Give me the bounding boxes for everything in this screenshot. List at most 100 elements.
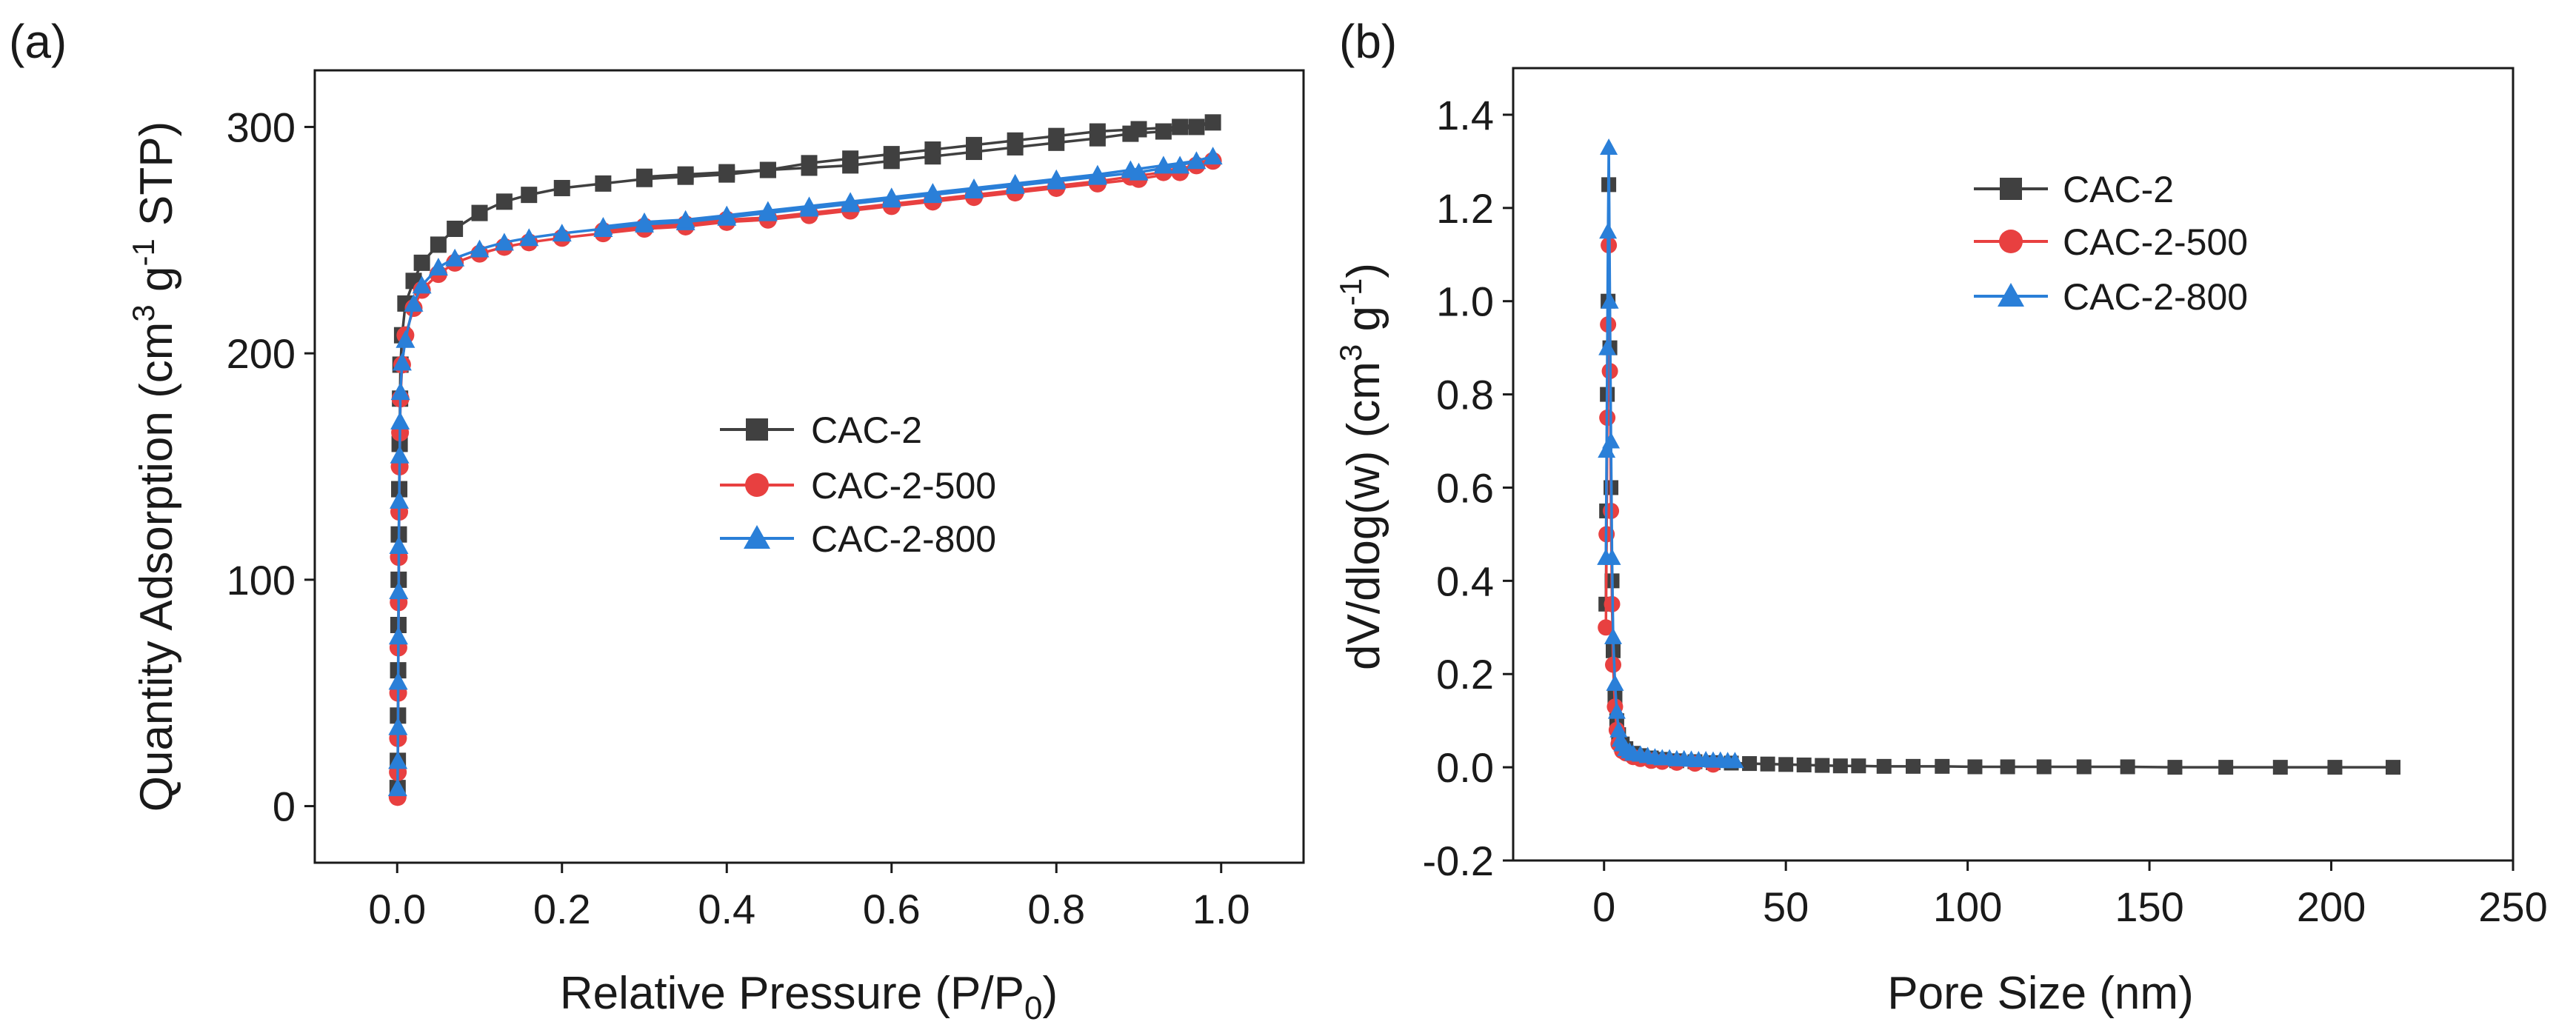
y-tick-label: 0.2 [1436,651,1494,698]
x-tick-label: 0.8 [1027,886,1085,932]
data-point-cac-2 [2218,760,2234,775]
data-point-cac-2 [430,236,447,253]
data-point-cac-2 [1760,756,1775,772]
x-axis-title-b: Pore Size (nm) [1887,968,2193,1019]
series-cac-2 [1598,177,2400,775]
data-point-cac-2-800 [388,626,408,645]
x-tick-label: 0.0 [368,886,426,932]
data-point-cac-2 [495,193,513,210]
data-point-cac-2-800 [494,233,514,251]
panel-label-b: (b) [1339,15,1397,68]
data-point-cac-2-800 [1726,752,1744,769]
y-tick-label: -0.2 [1423,838,1495,884]
data-point-cac-2-800 [1606,674,1624,691]
legend-entry-cac-2-a: CAC-2 [720,410,922,451]
data-point-cac-2-800 [635,212,654,230]
x-tick-label: 50 [1763,883,1809,930]
data-point-cac-2 [1122,125,1139,142]
data-point-cac-2-800 [675,210,695,228]
data-point-cac-2-800 [1607,702,1626,719]
data-point-cac-2 [447,221,464,237]
data-point-cac-2 [883,153,900,170]
data-point-cac-2 [595,175,612,192]
legend-a: CAC-2 CAC-2-500 CAC-2-800 [720,410,996,560]
data-point-cac-2 [1089,130,1106,147]
x-tick-label: 150 [2115,883,2183,930]
data-point-cac-2-800 [389,536,409,554]
data-point-cac-2-800 [396,330,416,348]
data-point-cac-2 [842,157,859,174]
data-point-cac-2 [1876,758,1892,774]
data-point-cac-2-800 [1604,627,1622,644]
x-ticks-a: 0.0 0.2 0.4 0.6 0.8 1.0 [368,863,1250,932]
data-point-cac-2 [1188,118,1205,136]
data-point-cac-2-800 [1187,151,1207,170]
data-point-cac-2-800 [799,196,819,215]
legend-entry-cac-2-500-b: CAC-2-500 [1974,221,2248,263]
legend-square-marker-b [2000,178,2022,200]
legend-circle-marker-b [1999,230,2023,253]
data-point-cac-2 [636,168,653,185]
series-line-cac-2-500 [1604,244,1714,766]
data-point-cac-2-800 [717,205,737,224]
x-ticks-b: 0 50 100 150 200 250 [1592,860,2548,930]
data-point-cac-2 [2327,760,2343,775]
data-point-cac-2 [521,187,538,204]
data-point-cac-2-800 [1609,721,1628,738]
data-point-cac-2-800 [390,490,410,509]
legend-entry-cac-2-800-b: CAC-2-800 [1974,276,2248,318]
y-tick-label: 300 [227,104,296,150]
data-point-cac-2 [1048,134,1065,151]
y-tick-label: 1.0 [1436,278,1494,325]
series-layer-b [1597,138,2400,775]
series-line-cac-2 [1604,183,2393,769]
legend-entry-cac-2-b: CAC-2 [1974,169,2174,210]
legend-triangle-marker-b [1998,283,2024,307]
y-tick-label: 200 [227,330,296,377]
data-point-cac-2 [966,144,982,161]
data-point-cac-2-800 [387,778,407,797]
data-point-cac-2 [2167,760,2183,775]
data-point-cac-2-800 [1599,222,1618,239]
y-tick-label: 100 [227,557,296,604]
y-ticks-a: 0 100 200 300 [227,104,315,830]
legend-circle-marker-a [745,473,769,497]
data-point-cac-2 [801,159,818,176]
data-point-cac-2-800 [1602,432,1621,449]
x-tick-label: 250 [2478,883,2547,930]
data-point-cac-2-800 [1087,164,1107,183]
data-point-cac-2 [759,161,776,178]
legend-label-cac-2-500-b: CAC-2-500 [2063,221,2248,263]
data-point-cac-2-800 [1598,338,1617,355]
data-point-cac-2-800 [1153,156,1173,174]
y-tick-label: 1.4 [1436,92,1494,138]
data-point-cac-2 [1007,138,1024,156]
legend-entry-cac-2-800-a: CAC-2-800 [720,518,996,560]
data-point-cac-2 [1778,757,1794,772]
data-point-cac-2 [924,148,941,165]
data-point-cac-2-800 [758,201,778,219]
legend-b: CAC-2 CAC-2-500 CAC-2-800 [1974,169,2248,318]
x-tick-label: 0.2 [533,886,591,932]
y-tick-label: 1.2 [1436,185,1494,232]
y-axis-title-b: dV/dlog(w) (cm3 g-1) [1333,263,1389,670]
data-point-cac-2 [2120,759,2135,775]
data-point-cac-2-800 [404,293,424,312]
x-tick-label: 0.4 [698,886,755,932]
data-point-cac-2-800 [412,275,432,294]
data-point-cac-2-800 [1598,441,1616,458]
data-point-cac-2 [1172,118,1189,136]
data-point-cac-2 [1204,114,1221,131]
data-point-cac-2 [2036,759,2052,775]
data-point-cac-2 [1815,758,1830,773]
legend-square-marker-a [746,418,768,441]
data-point-cac-2-800 [390,411,410,430]
plot-frame-a [313,69,1305,864]
y-tick-label: 0.6 [1436,464,1494,511]
y-ticks-b: -0.2 0.0 0.2 0.4 0.6 0.8 1.0 1.2 1.4 [1423,92,1513,884]
data-point-cac-2-800 [445,248,465,267]
data-point-cac-2-800 [593,216,613,235]
y-axis-title-a: Quantity Adsorption (cm3 g-1 STP) [126,121,182,812]
data-point-cac-2-800 [1203,147,1223,165]
